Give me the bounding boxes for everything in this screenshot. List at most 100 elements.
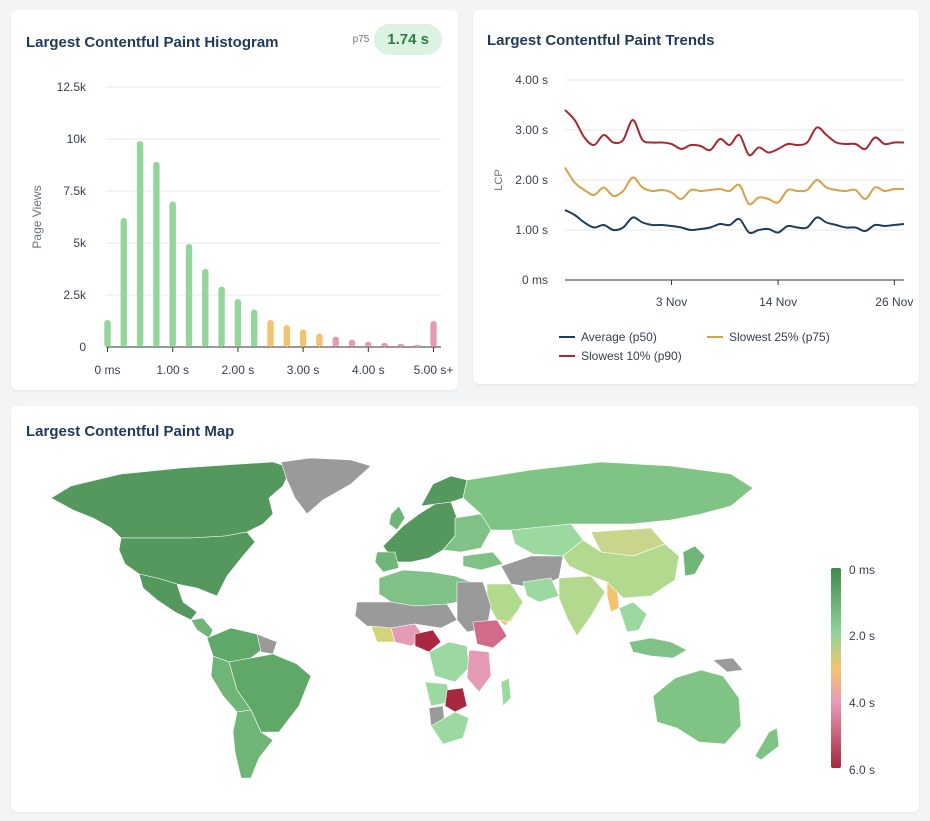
histogram-bar [430,321,437,347]
y-axis-label: Page Views [30,185,44,248]
scale-label-0: 0 ms [849,563,876,577]
y-tick-label: 10k [67,132,87,146]
scale-label-4: 4.0 s [849,696,876,710]
region-argentina-chile[interactable] [232,709,274,779]
region-sahel-grey[interactable] [354,601,458,629]
legend-label-p75: Slowest 25% (p75) [729,330,830,344]
histogram-bar [316,333,323,347]
y-tick-label: 1.00 s [515,223,548,237]
region-indonesia[interactable] [628,637,688,659]
x-tick-label: 3 Nov [656,295,687,309]
x-tick-label: 1.00 s [156,363,189,377]
region-zambia-botswana[interactable] [444,687,468,713]
region-china[interactable] [562,539,680,599]
x-tick-label: 5.00 s+ [414,363,454,377]
region-russia[interactable] [462,461,754,531]
legend-label-p50: Average (p50) [581,330,657,344]
region-east-africa[interactable] [466,649,492,693]
y-axis-label: LCP [493,169,505,190]
p75-badge: 1.74 s [374,24,442,55]
region-mexico[interactable] [138,573,198,621]
histogram-bar [251,309,258,347]
region-new-zealand[interactable] [754,727,780,761]
region-india[interactable] [558,575,606,637]
y-tick-label: 4.00 s [515,73,548,87]
legend-item-p75[interactable]: Slowest 25% (p75) [707,330,830,344]
p75-summary: p75 1.74 s [353,24,442,55]
region-arabia[interactable] [486,583,524,623]
y-tick-label: 12.5k [57,80,87,94]
histogram-bar [136,141,144,347]
p75-label: p75 [352,34,370,45]
region-iberia[interactable] [374,551,400,573]
region-central-america[interactable] [190,617,214,639]
region-scandinavia[interactable] [420,475,468,507]
region-greenland[interactable] [280,457,372,515]
region-canada[interactable] [50,461,292,539]
region-south-africa[interactable] [430,711,470,745]
region-japan-korea[interactable] [682,545,706,577]
region-ethiopia[interactable] [472,619,508,649]
y-tick-label: 3.00 s [515,123,548,137]
region-yemen[interactable] [498,611,518,627]
region-usa[interactable] [118,531,256,597]
histogram-bar [332,336,339,347]
series-line-p50 [564,209,905,234]
region-png[interactable] [712,657,744,673]
histogram-bar [104,319,111,347]
region-turkey[interactable] [462,551,504,571]
x-tick-label: 3.00 s [287,363,320,377]
histogram-bar [365,341,372,347]
region-gulf-guinea[interactable] [370,625,396,643]
map-card: Largest Contentful Paint Map [11,406,919,812]
legend-item-p50[interactable]: Average (p50) [559,330,657,344]
world-map [50,457,841,779]
histogram-bar [348,339,356,347]
histogram-card: Largest Contentful Paint Histogram p75 1… [11,10,458,390]
x-tick-label: 14 Nov [759,295,797,309]
legend-swatch-p75 [707,336,723,338]
y-tick-label: 2.00 s [515,173,548,187]
trends-chart: 0 ms 1.00 s 2.00 s 3.00 s 4.00 s LCP 3 Nov 14 N… [493,73,913,309]
histogram-bar [397,343,405,347]
histogram-bar [218,286,225,347]
region-uk[interactable] [388,505,406,531]
legend-item-p90[interactable]: Slowest 10% (p90) [559,349,682,363]
histogram-bar [202,269,209,347]
legend-swatch-p50 [559,336,575,338]
series-line-p75 [564,166,905,206]
region-australia[interactable] [652,669,742,745]
trends-card: Largest Contentful Paint Trends 0 ms 1.00… [473,10,919,384]
histogram-bar [234,299,242,347]
histogram-bar [381,342,388,347]
histogram-bar [299,329,307,347]
trends-title: Largest Contentful Paint Trends [487,32,715,49]
x-tick-label: 4.00 s [352,363,385,377]
x-tick-label: 2.00 s [222,363,255,377]
y-tick-label: 7.5k [63,184,87,198]
histogram-bar [169,201,176,347]
region-nigeria-cameroon[interactable] [414,629,442,653]
histogram-bar [414,344,421,347]
y-tick-label: 5k [73,236,87,250]
scale-label-6: 6.0 s [849,763,876,777]
series-line-p90 [564,109,905,157]
region-southeast-asia[interactable] [618,601,648,633]
scale-label-2: 2.0 s [849,629,876,643]
histogram-bar [283,325,290,347]
histogram-bar [120,218,127,347]
y-tick-label: 2.5k [63,288,87,302]
region-madagascar[interactable] [500,677,512,707]
histogram-bar [153,161,160,347]
histogram-title: Largest Contentful Paint Histogram [26,34,279,51]
y-tick-label: 0 ms [522,273,548,287]
histogram-chart: 0 2.5k 5k 7.5k 10k 12.5k Page Views 0 ms 1.00 s 2… [30,80,454,377]
color-scale-bar [831,568,841,768]
histogram-bar [267,319,274,347]
histogram-bar [185,244,193,347]
y-tick-label: 0 [79,340,86,354]
region-central-africa[interactable] [428,641,470,683]
x-tick-label: 0 ms [94,363,120,377]
x-tick-label: 26 Nov [875,295,913,309]
region-iran[interactable] [522,577,560,603]
